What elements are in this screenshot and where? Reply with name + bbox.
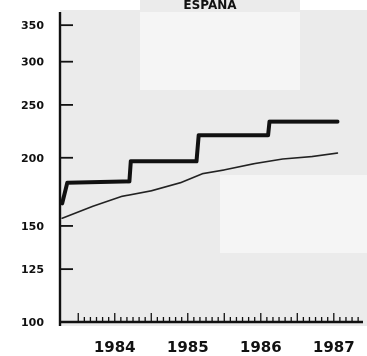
x-tick-label: 1984 (94, 338, 136, 356)
y-tick-label: 300 (21, 56, 44, 69)
y-tick-label: 100 (21, 316, 44, 329)
y-tick-label: 350 (21, 19, 44, 32)
plot-highlight-mid (220, 175, 367, 253)
y-tick-label: 200 (21, 152, 44, 165)
title-background (140, 0, 300, 12)
thick-series-line (60, 119, 340, 206)
x-axis: 1984 1985 1986 1987 (60, 313, 363, 356)
plot-background (60, 10, 367, 326)
x-tick-label: 1986 (240, 338, 282, 356)
y-tick-label: 125 (21, 263, 44, 276)
x-tick-label: 1987 (313, 338, 355, 356)
y-tick-label: 250 (21, 99, 44, 112)
y-axis: 100 125 150 200 250 300 350 (21, 12, 73, 329)
y-tick-label: 150 (21, 220, 44, 233)
chart-title: ESPANA (183, 0, 237, 12)
thin-series-line (61, 152, 339, 219)
x-tick-label: 1985 (167, 338, 209, 356)
plot-highlight-top (140, 12, 300, 90)
series-layer (60, 119, 340, 219)
